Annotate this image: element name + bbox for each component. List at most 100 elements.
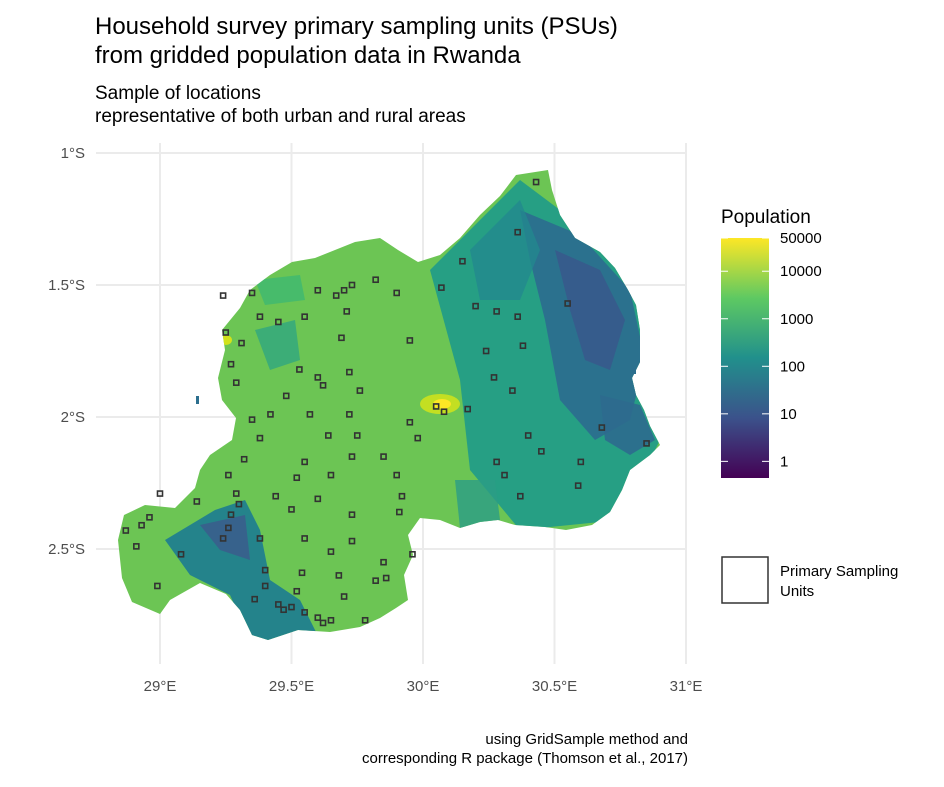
psu-marker	[272, 492, 280, 500]
psu-marker	[232, 379, 240, 386]
psu-marker	[340, 593, 348, 600]
x-tick-label: 29.5°E	[269, 678, 314, 695]
x-tick-label: 30°E	[407, 678, 440, 695]
psu-marker	[372, 276, 379, 284]
psu-marker	[577, 458, 585, 466]
psu-marker	[353, 432, 361, 439]
psu-marker	[459, 257, 466, 265]
psu-marker	[493, 308, 500, 315]
psu-marker	[314, 286, 322, 294]
psu-marker	[314, 495, 322, 503]
map-caption-line-2: corresponding R package (Thomson et al.,…	[361, 750, 688, 767]
psu-marker	[238, 339, 245, 347]
y-tick-label: 1.5°S	[48, 277, 85, 294]
psu-marker	[288, 506, 295, 513]
legend-tick-label: 10000	[780, 263, 822, 280]
map-subtitle-line-2: representative of both urban and rural a…	[95, 106, 466, 127]
psu-marker	[438, 284, 445, 291]
legend-tick-label: 1000	[780, 311, 813, 328]
psu-marker	[346, 411, 353, 418]
psu-marker	[227, 360, 235, 368]
population-colorbar	[721, 238, 769, 478]
psu-marker	[222, 329, 230, 336]
psu-marker	[225, 471, 232, 479]
psu-marker	[251, 595, 258, 603]
psu-marker	[146, 514, 153, 521]
psu-marker	[122, 527, 130, 534]
psu-marker	[156, 490, 164, 497]
rwanda-population-raster	[118, 170, 660, 640]
y-axis-ticks: 1°S 1.5°S 2°S 2.5°S	[48, 145, 85, 558]
psu-marker	[319, 382, 327, 389]
psu-marker	[219, 292, 227, 299]
psu-marker	[509, 387, 516, 394]
psu-marker	[256, 434, 264, 442]
psu-marker	[133, 543, 140, 550]
psu-marker	[356, 387, 364, 394]
psu-marker	[306, 411, 314, 418]
psu-marker	[393, 289, 401, 297]
x-tick-label: 31°E	[670, 678, 703, 695]
psu-marker	[393, 471, 401, 479]
psu-marker	[538, 448, 545, 455]
psu-legend: Primary Sampling Units	[721, 556, 898, 604]
psu-marker	[361, 616, 369, 624]
psu-marker	[598, 424, 606, 431]
psu-marker	[380, 453, 387, 460]
psu-marker	[219, 535, 227, 542]
psu-marker	[493, 458, 500, 466]
psu-marker	[440, 408, 448, 416]
psu-marker	[532, 178, 540, 186]
map-title-line-1: Household survey primary sampling units …	[95, 13, 618, 40]
psu-marker	[348, 453, 356, 460]
psu-marker	[240, 455, 248, 463]
legend-tick-label: 1	[780, 453, 788, 470]
y-tick-label: 2°S	[61, 409, 85, 426]
map-title-line-2: from gridded population data in Rwanda	[95, 42, 521, 69]
psu-marker	[406, 418, 414, 426]
psu-marker	[524, 432, 532, 439]
psu-marker	[314, 374, 322, 381]
psu-marker	[432, 403, 440, 410]
psu-marker	[343, 308, 351, 315]
psu-marker	[382, 574, 390, 582]
psu-markers	[122, 178, 650, 627]
psu-marker	[348, 511, 356, 518]
psu-marker	[406, 337, 414, 344]
psu-marker	[325, 432, 332, 439]
psu-legend-label-line-1: Primary Sampling	[780, 563, 898, 580]
psu-marker	[301, 609, 308, 616]
psu-marker	[275, 601, 282, 608]
psu-marker	[327, 616, 335, 624]
psu-marker	[396, 508, 403, 516]
psu-marker	[275, 318, 282, 326]
psu-marker	[564, 300, 571, 307]
psu-marker	[261, 566, 269, 574]
psu-marker	[227, 511, 235, 518]
population-density-patches	[165, 180, 660, 640]
map-subtitle-line-1: Sample of locations	[95, 83, 261, 104]
psu-marker	[261, 582, 269, 590]
psu-marker	[398, 492, 406, 500]
psu-marker	[314, 614, 322, 621]
x-axis-ticks: 29°E 29.5°E 30°E 30.5°E 31°E	[144, 678, 703, 695]
psu-marker	[301, 313, 308, 320]
psu-marker	[248, 289, 256, 297]
psu-marker	[319, 619, 327, 627]
psu-marker	[293, 587, 301, 595]
x-tick-label: 29°E	[144, 678, 177, 695]
psu-marker	[256, 313, 264, 320]
psu-marker	[409, 550, 416, 558]
psu-marker	[414, 434, 422, 442]
psu-marker	[301, 458, 308, 466]
psu-marker	[232, 490, 240, 497]
psu-marker	[472, 302, 479, 310]
psu-marker	[298, 569, 306, 577]
population-legend-title: Population	[721, 207, 811, 228]
legend-tick-label: 100	[780, 358, 805, 375]
psu-marker	[235, 500, 243, 508]
psu-marker	[514, 228, 521, 236]
psu-marker	[248, 416, 256, 423]
psu-marker	[490, 374, 498, 381]
psu-marker	[327, 548, 335, 555]
